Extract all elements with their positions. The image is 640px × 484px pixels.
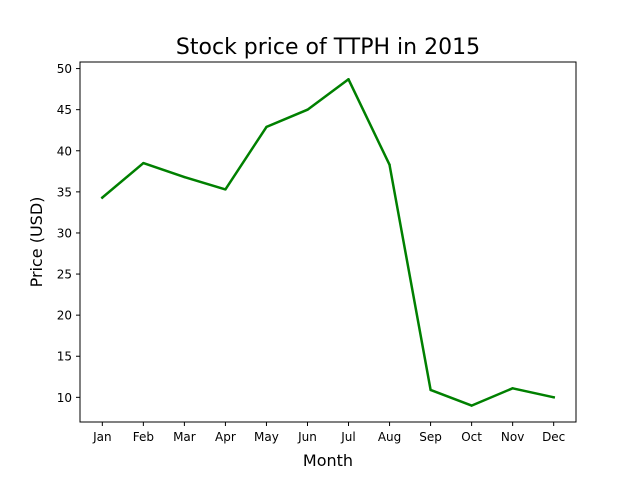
x-tick-label: Apr — [215, 430, 236, 444]
series-line — [100, 78, 556, 407]
y-tick-label: 50 — [57, 62, 72, 76]
y-tick-label: 15 — [57, 350, 72, 364]
data-point — [265, 125, 268, 129]
data-point — [429, 388, 432, 392]
data-point — [347, 78, 350, 81]
y-axis-ticks: 10 15 20 25 30 35 40 45 50 — [57, 62, 80, 405]
data-point — [388, 163, 391, 166]
data-point — [511, 387, 514, 390]
x-tick-label: Jul — [340, 430, 355, 444]
x-tick-label: Mar — [173, 430, 196, 444]
x-tick-label: Nov — [501, 430, 524, 444]
x-tick-label: May — [254, 430, 279, 444]
data-point — [306, 108, 309, 111]
y-tick-label: 20 — [57, 309, 72, 323]
data-point — [183, 175, 186, 179]
data-point — [552, 396, 555, 399]
x-tick-label: Sep — [419, 430, 442, 444]
x-tick-label: Jun — [297, 430, 317, 444]
data-point — [142, 161, 145, 165]
y-tick-label: 25 — [57, 268, 72, 282]
x-tick-label: Dec — [542, 430, 565, 444]
x-tick-label: Feb — [133, 430, 154, 444]
y-tick-label: 40 — [57, 144, 72, 158]
x-tick-label: Jan — [92, 430, 112, 444]
y-tick-label: 30 — [57, 226, 72, 240]
x-tick-label: Oct — [461, 430, 482, 444]
y-tick-label: 35 — [57, 185, 72, 199]
x-tick-label: Aug — [378, 430, 401, 444]
y-tick-label: 45 — [57, 103, 72, 117]
plot-area-frame — [79, 61, 577, 423]
x-axis-ticks: Jan Feb Mar Apr May Jun Jul Aug Sep Oct Nov Dec — [92, 422, 565, 444]
chart-title: Stock price of TTPH in 2015 — [176, 35, 480, 60]
y-axis-label: Price (USD) — [27, 197, 46, 288]
y-tick-label: 10 — [57, 391, 72, 405]
data-point — [224, 188, 227, 191]
data-point — [101, 196, 104, 199]
series-layer — [100, 78, 556, 407]
x-axis-label: Month — [303, 451, 353, 470]
data-point — [470, 404, 473, 407]
